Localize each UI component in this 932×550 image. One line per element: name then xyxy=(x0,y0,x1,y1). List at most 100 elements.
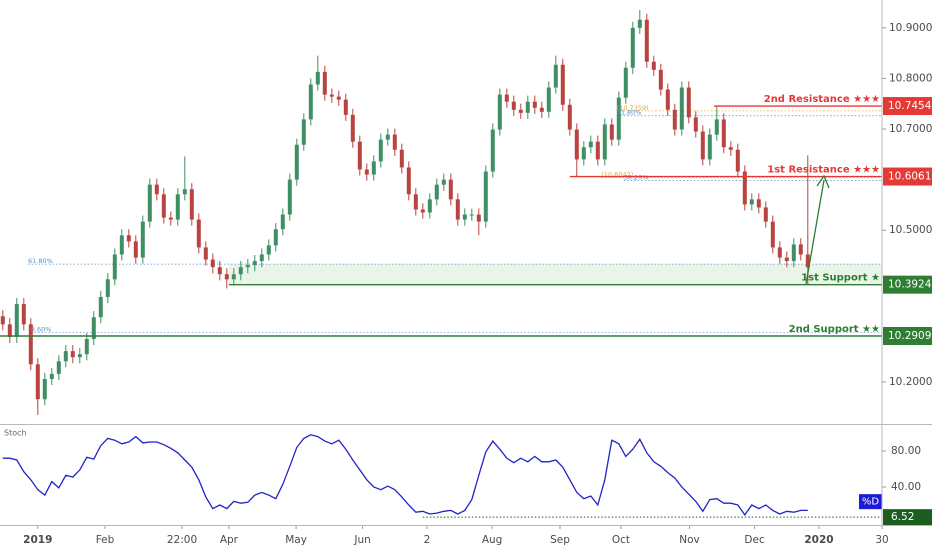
price-box-label: 10.6061 xyxy=(888,171,931,183)
candle-body xyxy=(84,338,89,355)
candle-body xyxy=(91,317,96,339)
candle-body xyxy=(532,101,537,108)
candle-body xyxy=(553,64,558,88)
candle-body xyxy=(546,87,551,112)
candle-body xyxy=(336,96,341,100)
x-tick-label: May xyxy=(285,534,307,546)
candle-body xyxy=(133,241,138,258)
candle-body xyxy=(238,267,243,275)
candle-body xyxy=(294,144,299,180)
candle-body xyxy=(56,361,61,374)
candle-body xyxy=(665,89,670,110)
layer xyxy=(28,110,882,333)
candle-body xyxy=(343,99,348,115)
candle-body xyxy=(602,124,607,160)
candle-body xyxy=(14,304,19,337)
x-tick-label: Aug xyxy=(482,534,503,546)
price-box xyxy=(883,327,932,346)
candle-body xyxy=(385,134,390,140)
candle-body xyxy=(35,364,40,400)
candle-body xyxy=(595,141,600,160)
candle-body xyxy=(518,109,523,113)
stoch-line xyxy=(2,434,808,517)
candle-body xyxy=(434,184,439,200)
candle-body xyxy=(210,259,215,268)
candle-body xyxy=(322,71,327,95)
fib-label: 61.80% xyxy=(28,257,53,265)
price-box xyxy=(883,275,932,294)
candle-body xyxy=(707,134,712,160)
candle-body xyxy=(476,214,481,222)
candle-body xyxy=(658,69,663,90)
candle-body xyxy=(259,254,264,262)
candle-body xyxy=(784,257,789,262)
x-tick-label: 2019 xyxy=(23,534,52,546)
candle-body xyxy=(630,27,635,68)
candle-body xyxy=(770,221,775,248)
candle-body xyxy=(98,297,103,318)
price-box xyxy=(883,167,932,186)
candle-body xyxy=(735,149,740,172)
candle-body xyxy=(420,209,425,213)
candle-body xyxy=(700,131,705,160)
y-tick-label: 80.00 xyxy=(891,445,921,457)
series-name: %D xyxy=(862,497,880,508)
candle-body xyxy=(28,324,33,365)
candle-body xyxy=(112,254,117,280)
candle-body xyxy=(378,139,383,162)
fib-label: (10.6042) xyxy=(601,170,633,178)
candle-body xyxy=(77,354,82,358)
last-value-box xyxy=(883,509,932,526)
candle-body xyxy=(7,324,12,337)
candle-body xyxy=(161,194,166,218)
candle-body xyxy=(441,179,446,185)
candle-body xyxy=(721,119,726,148)
candle-body xyxy=(231,274,236,280)
level-label: 1st Support ★ xyxy=(801,273,880,284)
x-tick-label: Dec xyxy=(744,534,765,546)
candle-body xyxy=(791,244,796,262)
x-tick-label: Nov xyxy=(679,534,700,546)
candle-body xyxy=(252,261,257,266)
candle-body xyxy=(805,254,810,268)
candle-body xyxy=(245,265,250,268)
fib-label: 38.20% xyxy=(624,174,649,182)
candle-body xyxy=(525,101,530,113)
last-value-label: 6.52 xyxy=(891,511,914,523)
candle-body xyxy=(119,235,124,255)
candle-body xyxy=(637,19,642,28)
candle-body xyxy=(763,207,768,222)
candle-body xyxy=(189,189,194,220)
candle-body xyxy=(539,107,544,112)
candle-body xyxy=(273,229,278,246)
candle-body xyxy=(371,161,376,175)
candle-body xyxy=(483,171,488,222)
x-tick-label: 2 xyxy=(424,534,431,546)
layer xyxy=(0,10,810,517)
candle-body xyxy=(308,84,313,120)
candle-body xyxy=(462,214,467,220)
candle-body xyxy=(329,94,334,97)
candle-body xyxy=(448,179,453,200)
candle-body xyxy=(406,167,411,195)
arrow-head xyxy=(816,174,830,189)
series-name-box xyxy=(859,494,882,510)
x-tick-label: Apr xyxy=(220,534,239,546)
candle-body xyxy=(301,119,306,145)
candle-body xyxy=(168,217,173,220)
candle-body xyxy=(574,129,579,160)
candle-body xyxy=(413,194,418,210)
level-label: 2nd Resistance ★★★ xyxy=(764,94,880,105)
candle-body xyxy=(182,189,187,195)
y-tick-label: 10.5000 xyxy=(889,224,932,236)
x-tick-label: Sep xyxy=(550,534,570,546)
candle-body xyxy=(392,134,397,150)
candle-body xyxy=(196,219,201,248)
candle-body xyxy=(511,101,516,110)
candle-body xyxy=(364,169,369,175)
candle-body xyxy=(469,214,474,216)
candle-body xyxy=(714,119,719,135)
candle-body xyxy=(567,104,572,130)
candle-body xyxy=(140,221,145,258)
